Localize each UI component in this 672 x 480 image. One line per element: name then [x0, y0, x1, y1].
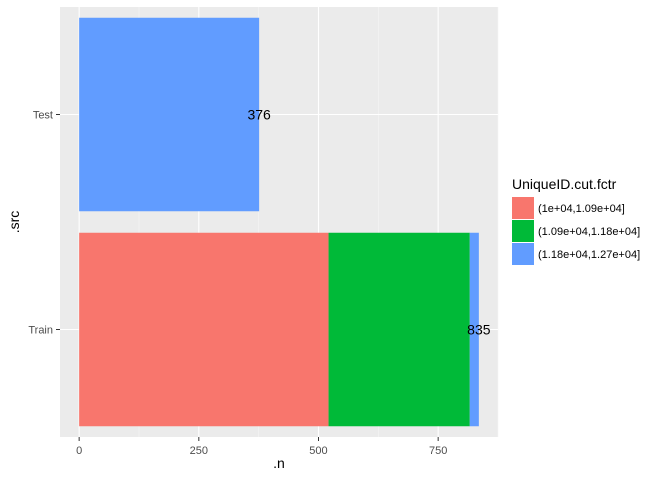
legend-key	[512, 243, 534, 265]
total-label: 376	[247, 107, 271, 123]
legend-label: (1.18e+04,1.27e+04]	[538, 249, 640, 261]
legend-label: (1e+04,1.09e+04]	[538, 203, 625, 215]
y-axis-ticks: Train Test	[28, 110, 60, 337]
bar-segment	[79, 17, 260, 212]
x-tick-label: 750	[429, 445, 447, 457]
y-tick-label: Train	[28, 325, 53, 337]
bar-segment	[469, 232, 479, 427]
y-axis-title: .src	[6, 211, 22, 234]
x-axis-title: .n	[273, 455, 285, 471]
data-labels: 835 376	[247, 107, 490, 338]
x-axis-ticks: 0 250 500 750	[76, 437, 447, 457]
legend-key	[512, 220, 534, 242]
x-tick-label: 250	[190, 445, 208, 457]
legend-title: UniqueID.cut.fctr	[512, 176, 617, 192]
legend-label: (1.09e+04,1.18e+04]	[538, 226, 640, 238]
legend-key	[512, 197, 534, 219]
total-label: 835	[467, 322, 491, 338]
bars	[79, 17, 479, 427]
x-tick-label: 0	[76, 445, 82, 457]
x-tick-label: 500	[309, 445, 327, 457]
bar-segment	[79, 232, 329, 427]
bar-segment	[328, 232, 470, 427]
y-tick-label: Test	[33, 110, 53, 122]
legend: UniqueID.cut.fctr (1e+04,1.09e+04] (1.09e…	[512, 176, 640, 265]
